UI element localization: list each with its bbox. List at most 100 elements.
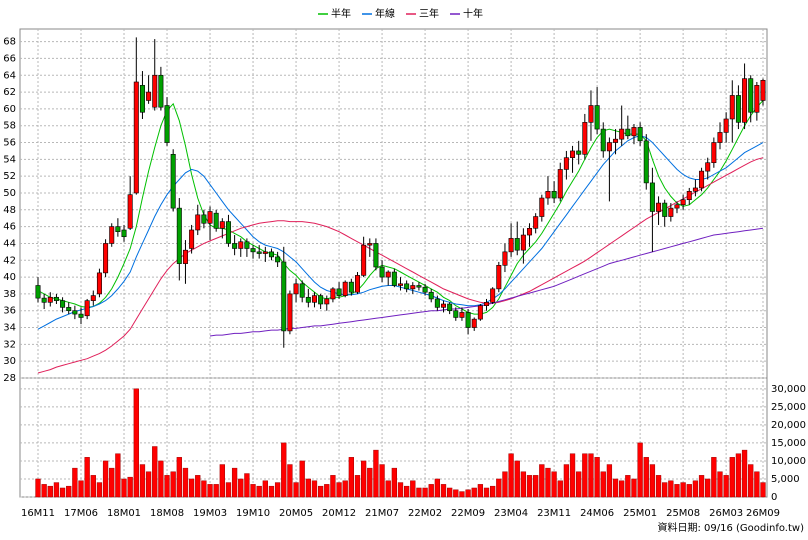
volume-bar [47, 485, 53, 498]
candle-body [379, 266, 385, 278]
x-tick-label: 22M02 [408, 508, 442, 519]
volume-bar [514, 460, 520, 498]
y2-tick-label: 15,000 [771, 438, 806, 449]
candle-body [729, 95, 735, 120]
volume-bar [78, 480, 84, 498]
candle-body [367, 243, 373, 246]
volume-bar [188, 478, 195, 498]
candle-body [551, 191, 557, 199]
x-tick-label: 21M07 [365, 508, 399, 519]
volume-bar [195, 475, 201, 498]
candle-body [441, 303, 447, 308]
volume-bar [631, 478, 637, 498]
volume-bar [416, 487, 422, 498]
volume-bar [133, 388, 139, 498]
candle-body [453, 310, 459, 318]
volume-bar [643, 457, 649, 498]
candle-body [287, 293, 293, 332]
volume-bar [563, 464, 570, 498]
y-tick-label: 60 [3, 104, 16, 115]
volume-bar [526, 475, 533, 498]
candle-body [674, 204, 680, 209]
legend-label: 年線 [375, 7, 395, 20]
volume-bar [533, 475, 539, 498]
candle-body [471, 318, 477, 328]
candle-body [293, 283, 299, 295]
candle-body [625, 128, 631, 137]
candle-body [262, 251, 268, 254]
volume-bar [545, 467, 551, 498]
candle-body [742, 78, 748, 123]
volume-bar [612, 478, 619, 498]
candle-body [238, 241, 244, 249]
volume-bar [244, 473, 250, 498]
y-tick-label: 48 [3, 205, 16, 216]
volume-bar [410, 480, 416, 498]
y-tick-label: 56 [3, 138, 16, 149]
candle-body [133, 81, 139, 194]
volume-bar [637, 442, 643, 498]
y2-tick-label: 25,000 [771, 402, 806, 413]
candle-body [613, 138, 619, 143]
volume-bar [705, 478, 711, 498]
volume-bar [139, 464, 146, 498]
candle-body [600, 128, 606, 152]
candle-body [594, 105, 600, 130]
y2-tick-label: 0 [771, 492, 777, 503]
y-tick-label: 30 [3, 356, 16, 367]
volume-bar [490, 485, 496, 498]
volume-bar [459, 491, 465, 498]
candle-body [502, 251, 508, 266]
candle-body [582, 122, 588, 155]
volume-bar [723, 475, 729, 498]
candle-body [152, 74, 158, 108]
ma-line [37, 157, 764, 374]
volume-bar [453, 489, 459, 498]
candle-body [563, 157, 569, 170]
candle-body [754, 85, 760, 113]
volume-bar [686, 484, 692, 498]
volume-bar [649, 464, 656, 498]
candle-body [225, 221, 231, 244]
y2-tick-label: 30,000 [771, 384, 806, 395]
candle-body [90, 295, 96, 301]
candle-body [305, 296, 311, 303]
candle-body [643, 140, 649, 184]
candle-body [490, 288, 496, 303]
plot-frame [19, 28, 768, 498]
candle-body [361, 244, 367, 276]
x-tick-label: 22M09 [451, 508, 485, 519]
volume-bar [655, 475, 662, 498]
y-tick-label: 46 [3, 222, 16, 233]
volume-bar [434, 478, 441, 498]
candle-body [139, 85, 145, 113]
candle-body [189, 229, 195, 249]
volume-bar [182, 467, 189, 498]
volume-bar [397, 482, 404, 498]
y-tick-label: 32 [3, 339, 16, 350]
x-tick-label: 25M08 [666, 508, 700, 519]
y-tick-label: 62 [3, 87, 16, 98]
candle-body [336, 288, 342, 296]
volume-bar [250, 484, 256, 498]
volume-bar [219, 464, 225, 498]
volume-bar [96, 482, 103, 498]
candle-body [514, 238, 520, 251]
candle-body [96, 272, 102, 295]
volume-bar [373, 449, 379, 498]
volume-bar [238, 478, 244, 498]
volume-bar [625, 475, 631, 498]
legend-label: 十年 [463, 7, 483, 20]
volume-bar [311, 480, 318, 498]
volume-bar [158, 460, 164, 498]
candle-body [692, 187, 698, 192]
y2-tick-label: 20,000 [771, 420, 806, 431]
volume-bar [225, 482, 232, 498]
candle-body [256, 251, 262, 254]
candle-body [760, 79, 766, 101]
volume-bar [348, 457, 354, 498]
volume-bar [379, 464, 385, 498]
y-tick-label: 58 [3, 121, 16, 132]
candle-body [508, 238, 514, 253]
volume-bar [680, 482, 686, 498]
